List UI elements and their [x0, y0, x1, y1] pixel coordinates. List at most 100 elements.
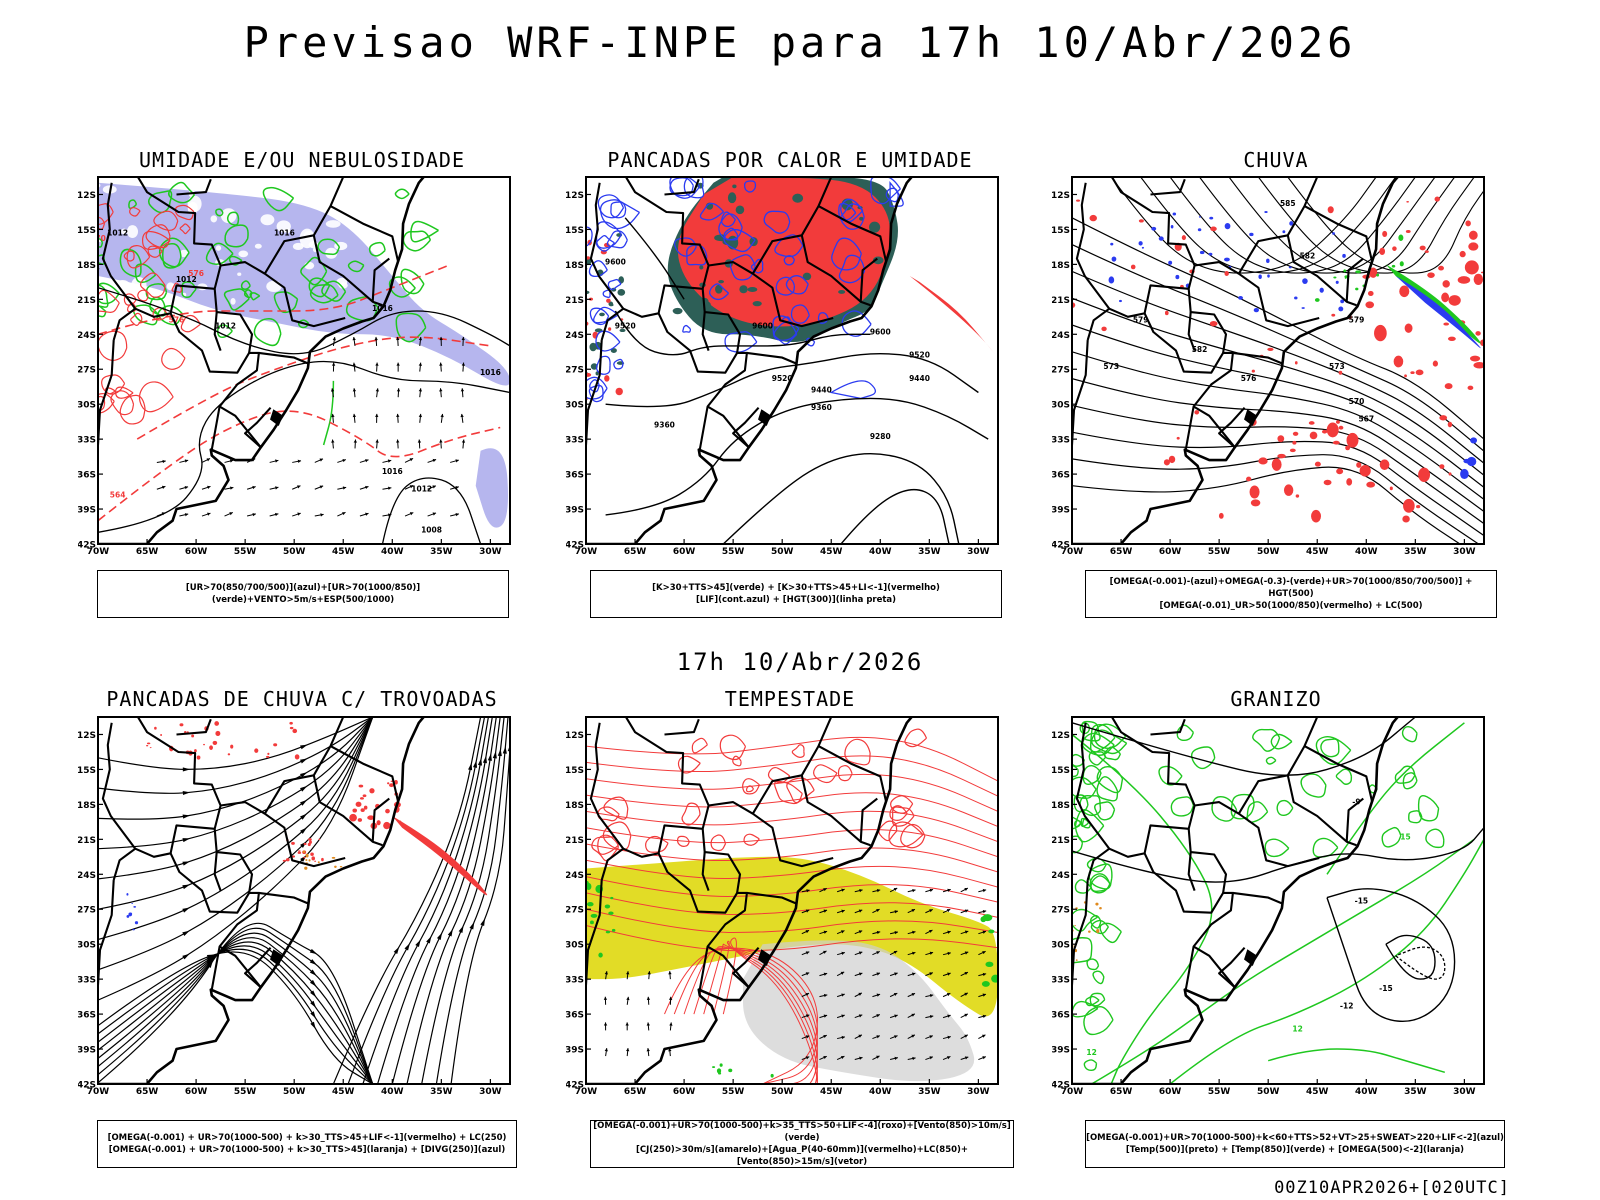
- political-border: [746, 351, 797, 365]
- contour-label: -15: [1379, 984, 1393, 993]
- political-border: [1304, 205, 1374, 263]
- lon-label: 30W: [479, 1087, 502, 1097]
- precip-area-blue: [1267, 274, 1270, 278]
- wind-vector: [819, 972, 828, 977]
- wind-vector: [907, 908, 916, 914]
- precip-area-red: [1448, 472, 1452, 476]
- precip-area-red: [1210, 226, 1217, 232]
- lon-label: 65W: [624, 1087, 647, 1097]
- temp850-contour: [1081, 720, 1101, 742]
- streamline-red: [586, 925, 998, 952]
- lat-label: 24S: [1052, 331, 1070, 341]
- precip-area-red: [1321, 429, 1328, 434]
- precip-area-red: [1459, 250, 1466, 258]
- instability-spot-green: [672, 307, 683, 315]
- humidity-contour-green: [119, 248, 142, 278]
- contour-label: 1016: [382, 467, 403, 476]
- streamline-red: [722, 937, 818, 1084]
- wind-vector: [404, 457, 414, 463]
- height-contour: [722, 453, 960, 544]
- water-contour-red: [645, 835, 669, 853]
- lat-label: 21S: [1052, 836, 1070, 846]
- wind-vector: [836, 1014, 845, 1019]
- plot-layer: 1012101210121016101610161016101210085645…: [98, 177, 510, 544]
- streamline-arrow: [309, 969, 317, 976]
- humidity-contour-green: [240, 280, 251, 290]
- storm-area-red: [227, 753, 231, 756]
- contour-label: 9440: [909, 374, 930, 383]
- precip-area-red: [1138, 219, 1144, 223]
- wind-vector: [418, 388, 423, 398]
- plot-layer: [586, 717, 998, 1084]
- precip-area-blue: [1118, 299, 1122, 303]
- precip-area-red: [1404, 323, 1413, 333]
- precip-area-red: [1224, 271, 1229, 277]
- temp850-contour: [1264, 838, 1290, 858]
- temp500-contour: [1072, 717, 1416, 776]
- wind-vector: [960, 992, 969, 998]
- storm-area-red: [311, 856, 316, 861]
- streamline-arrow: [182, 790, 191, 796]
- streamline-arrow: [502, 746, 507, 754]
- lon-label: 50W: [771, 547, 794, 557]
- precip-area-blue: [1238, 295, 1243, 300]
- instability-spot-green: [732, 184, 737, 189]
- wind-vector: [854, 951, 863, 956]
- streamline-arrow: [469, 921, 475, 930]
- thickness-contour-red: [179, 223, 191, 235]
- storm-area-red: [291, 841, 295, 845]
- streamline-arrow: [468, 762, 473, 771]
- lon-label: 60W: [1159, 1087, 1182, 1097]
- lifted-index-contour: [889, 181, 904, 207]
- wind-vector: [889, 910, 899, 914]
- water-contour-red: [767, 766, 791, 784]
- thickness-contour-red: [110, 390, 135, 416]
- thickness-contour-red: [119, 394, 146, 425]
- wind-area-green: [608, 911, 614, 915]
- streamline-red: [586, 810, 998, 843]
- precip-area-red: [1432, 360, 1438, 367]
- precip-area-red: [1427, 272, 1435, 278]
- precip-area-blue: [1470, 437, 1478, 444]
- lon-label: 35W: [918, 1087, 941, 1097]
- contour-label: 579: [1349, 316, 1365, 325]
- political-border: [589, 182, 625, 310]
- precip-area-red: [1399, 285, 1410, 298]
- humidity-contour-green: [223, 288, 250, 311]
- precip-area-red: [1277, 435, 1285, 443]
- thickness-contour-red: [147, 245, 163, 258]
- wind-area-green: [981, 980, 990, 987]
- storm-area-red: [308, 838, 312, 841]
- panel-title-granizo: GRANIZO: [1230, 687, 1322, 711]
- political-border: [1143, 852, 1225, 914]
- precip-area-red: [1424, 250, 1429, 254]
- wind-vector: [375, 388, 380, 398]
- water-contour-red: [743, 833, 760, 846]
- precip-area-red: [1406, 200, 1410, 203]
- lon-label: 70W: [575, 1087, 598, 1097]
- contour-label: 1008: [421, 525, 442, 534]
- political-border: [220, 261, 346, 328]
- wind-vector: [960, 951, 969, 956]
- precip-area-blue: [1294, 296, 1298, 300]
- storm-area-red: [385, 808, 390, 814]
- instability-spot-green: [802, 272, 812, 281]
- height-contour: [1072, 404, 1484, 525]
- humidity-contour-green: [300, 256, 328, 286]
- lat-label: 33S: [78, 976, 96, 986]
- political-border: [751, 717, 833, 815]
- wind-vector: [978, 930, 987, 935]
- humidity-contour-green: [297, 319, 310, 329]
- streamline: [98, 717, 374, 1001]
- humidity-contour-green: [308, 277, 331, 298]
- lon-label: 60W: [673, 1087, 696, 1097]
- precip-area-green: [1333, 276, 1337, 279]
- water-contour-red: [603, 796, 629, 820]
- temp850-contour: [1230, 793, 1255, 820]
- lon-label: 65W: [1110, 1087, 1133, 1097]
- lifted-index-contour: [682, 324, 692, 333]
- wind-area-green: [610, 896, 614, 900]
- precip-area-red: [1359, 464, 1371, 477]
- water-contour-red: [742, 778, 761, 795]
- lat-label: 36S: [78, 471, 96, 481]
